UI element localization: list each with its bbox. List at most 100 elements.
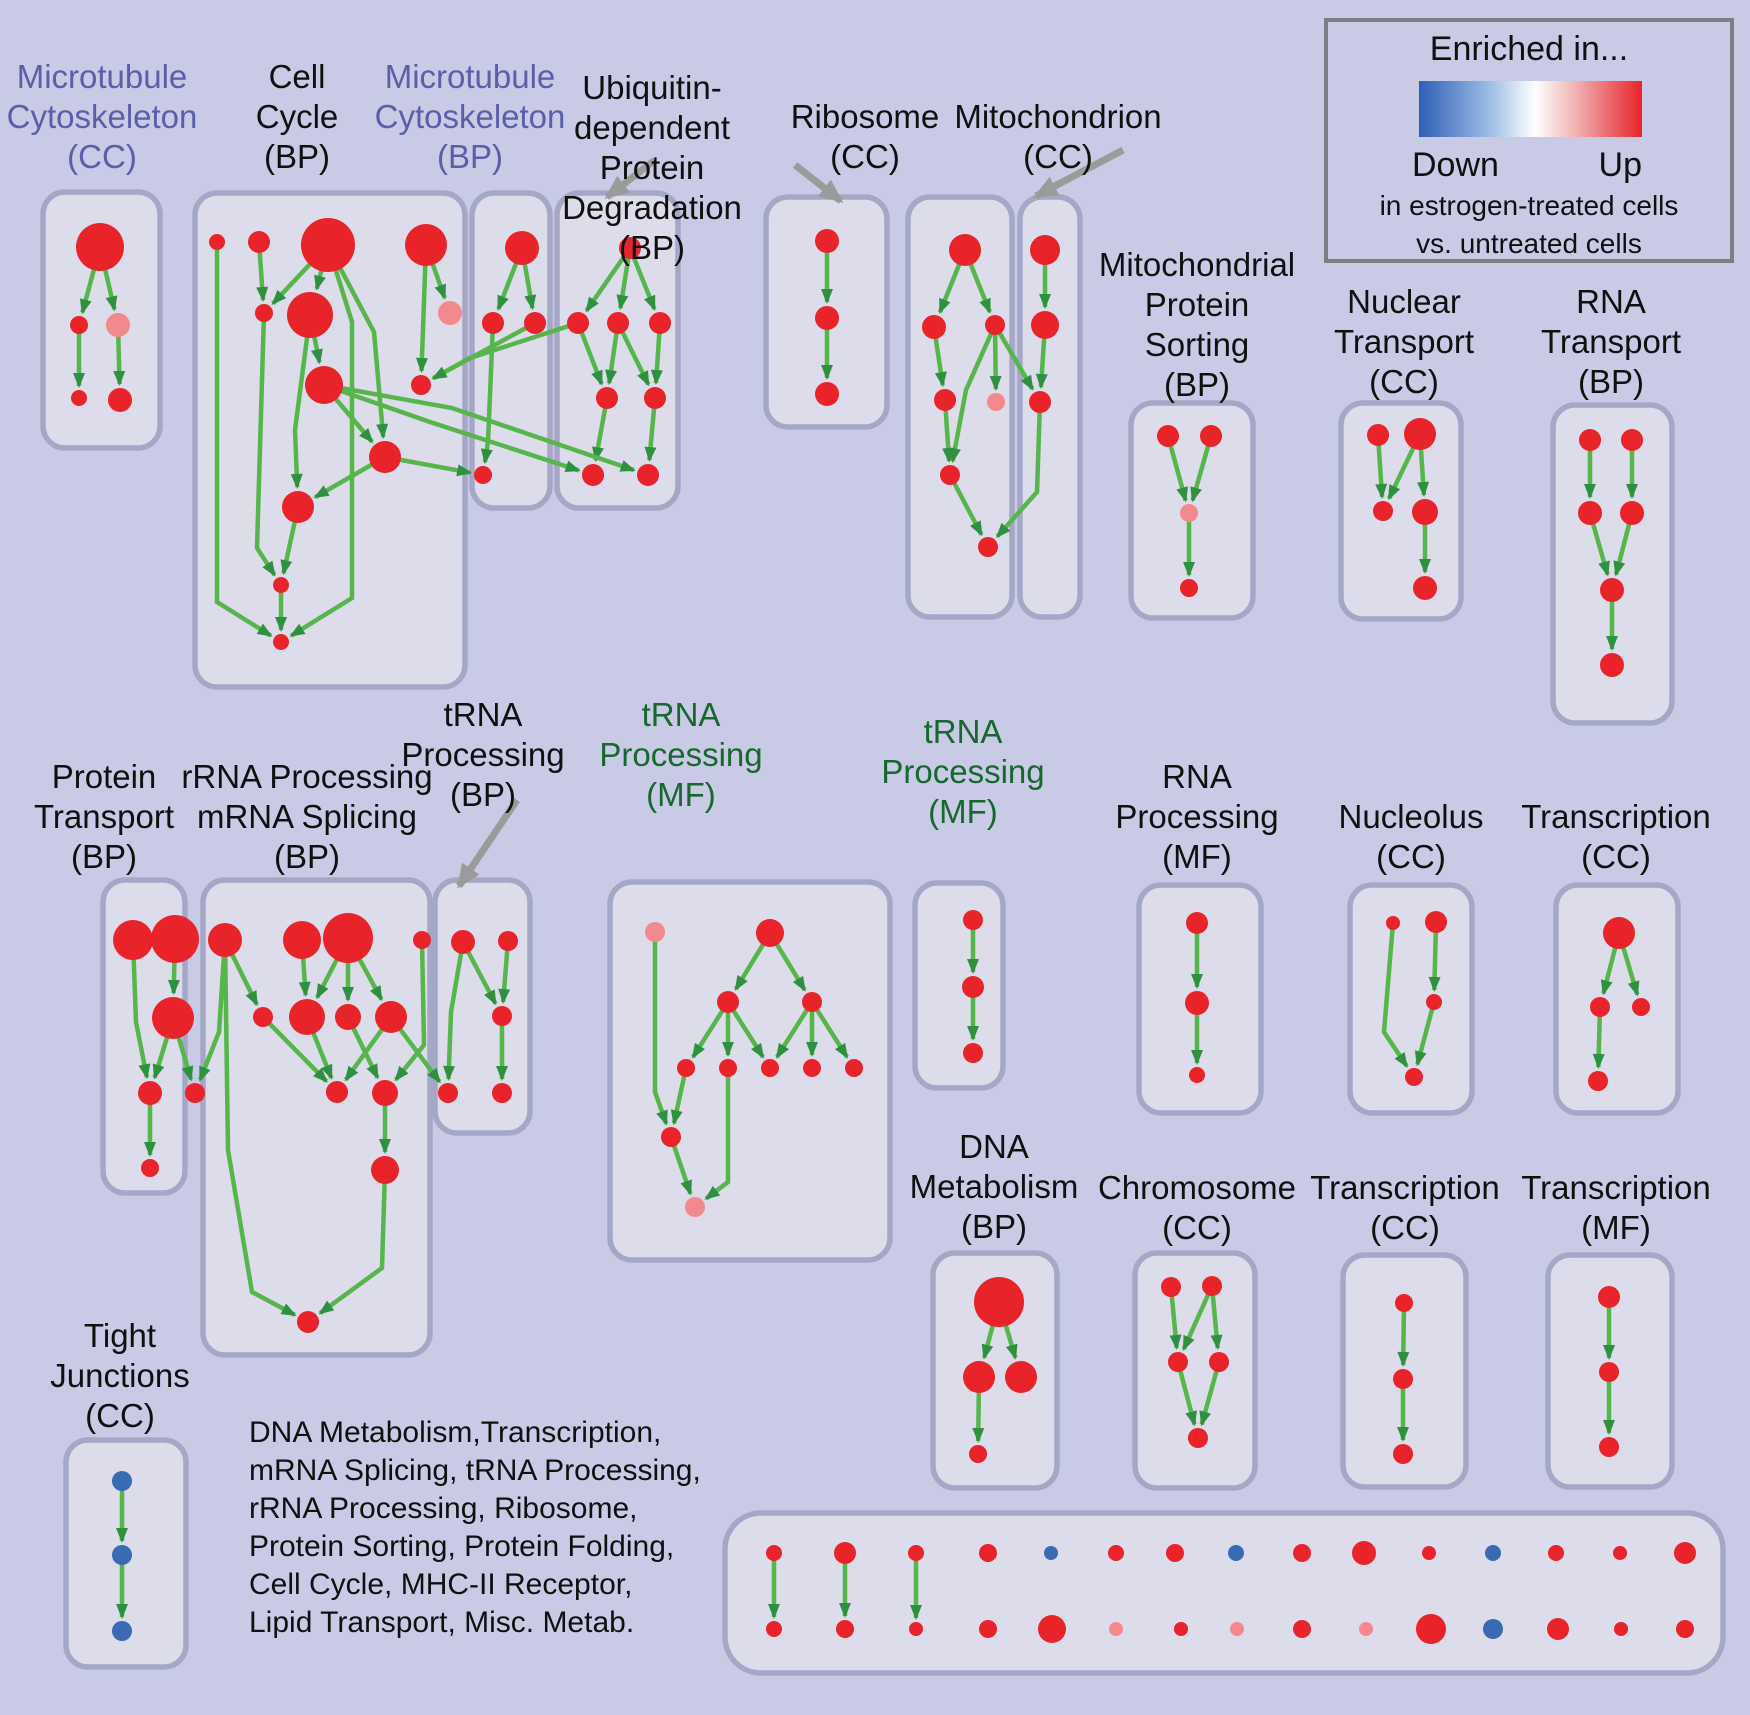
misc-cluster-node-t9: [1293, 1544, 1311, 1562]
dna-metabolism-node-t: [974, 1277, 1024, 1327]
protein-transport-node-p5: [185, 1083, 205, 1103]
nuclear-transport-label: Nuclear Transport (CC): [1334, 283, 1474, 400]
rna-transport-label: RNA Transport (BP): [1541, 283, 1681, 400]
trna-bp-node-t2: [498, 931, 518, 951]
rna-processing-mf-node-c: [1189, 1067, 1205, 1083]
callout-arrow-icon: [456, 798, 520, 889]
edge-arrow: [1414, 1001, 1437, 1067]
dna-metabolism-label: DNA Metabolism (BP): [909, 1128, 1079, 1245]
edge-arrow: [289, 244, 355, 638]
trna-mf-2-node-c: [963, 1043, 983, 1063]
rrna-mrna-node-m: [297, 1311, 319, 1333]
misc-cluster-node-t11: [1422, 1546, 1436, 1560]
misc-cluster-node-b11: [1416, 1614, 1446, 1644]
ribosome-cc-node-ll: [934, 389, 956, 411]
microtubule-cc-label: Microtubule Cytoskeleton (CC): [6, 58, 198, 175]
rrna-mrna-node-e: [253, 1007, 273, 1027]
edge-arrow: [989, 324, 1002, 392]
misc-cluster-node-t5: [1044, 1546, 1058, 1560]
legend-up-label: Up: [1598, 146, 1642, 184]
nuclear-transport-node-b: [1413, 576, 1437, 600]
transcription-cc-1-node-mr: [1632, 998, 1650, 1016]
microtubule-cc-node-a: [76, 223, 124, 271]
rrna-mrna-node-l: [371, 1156, 399, 1184]
tight-junctions-node-b: [112, 1545, 132, 1565]
cell-cycle-node-c9: [411, 375, 431, 395]
nuclear-transport-node-ml: [1373, 501, 1393, 521]
misc-cluster-node-b5: [1038, 1615, 1066, 1643]
dna-metabolism-node-ml: [963, 1361, 995, 1393]
ubiquitin-bp-2-node-b: [815, 306, 839, 330]
chromosome-cc-node-b: [1188, 1428, 1208, 1448]
transcription-mf-node-c: [1599, 1437, 1619, 1457]
microtubule-cc-box: [40, 189, 163, 451]
edge-arrow: [214, 242, 273, 638]
edge-arrow: [948, 473, 984, 537]
trna-bp-node-t4: [438, 1083, 458, 1103]
trna-mf-2-node-b: [962, 976, 984, 998]
mitochondrion-cc-node-l: [1029, 391, 1051, 413]
edge-arrow: [1190, 435, 1214, 503]
edge-arrow: [949, 324, 998, 464]
misc-cluster-node-b3: [909, 1622, 923, 1636]
mito-sorting-node-tl: [1157, 425, 1179, 447]
microtubule-cc-node-c: [106, 313, 130, 337]
nucleolus-cc-node-b: [1405, 1068, 1423, 1086]
transcription-cc-1-box: [1553, 882, 1681, 1116]
trna-bp-label: tRNA Processing (BP): [401, 696, 565, 813]
cell-cycle-node-c4: [405, 224, 447, 266]
rrna-mrna-node-d: [413, 931, 431, 949]
transcription-cc-1-node-ml: [1590, 997, 1610, 1017]
microtubule-bp-node-m3: [524, 312, 546, 334]
trna-mf-1-node-u11: [685, 1197, 705, 1217]
chromosome-cc-label: Chromosome (CC): [1097, 1169, 1297, 1246]
cell-cycle-node-c10: [369, 441, 401, 473]
legend-title: Enriched in...: [1429, 30, 1629, 68]
microtubule-cc-node-b: [70, 316, 88, 334]
microtubule-bp-label: Microtubule Cytoskeleton (BP): [374, 58, 566, 175]
ribosome-cc-node-top: [949, 234, 981, 266]
rrna-mrna-node-j: [372, 1080, 398, 1106]
edge-arrow: [775, 1000, 814, 1059]
cell-cycle-node-c6: [287, 292, 333, 338]
edge-arrow: [668, 1136, 693, 1196]
rna-transport-node-mr: [1620, 501, 1644, 525]
transcription-cc-1-node-t: [1603, 917, 1635, 949]
nuclear-transport-node-tl: [1367, 424, 1389, 446]
rrna-mrna-node-i: [326, 1081, 348, 1103]
chromosome-cc-node-ml: [1168, 1352, 1188, 1372]
trna-mf-1-node-u7: [761, 1059, 779, 1077]
edge-arrow: [323, 382, 581, 473]
misc-cluster-node-t10: [1352, 1541, 1376, 1565]
misc-cluster-node-b1: [766, 1621, 782, 1637]
trna-mf-1-node-u10: [661, 1127, 681, 1147]
ubiquitin-bp-node-mr: [649, 312, 671, 334]
trna-mf-1-node-u1: [645, 922, 665, 942]
protein-transport-node-p3: [152, 997, 194, 1039]
rrna-mrna-node-a: [208, 923, 242, 957]
ubiquitin-bp-node-mc: [607, 312, 629, 334]
edge-arrow: [1592, 1006, 1605, 1070]
nuclear-transport-box: [1338, 400, 1464, 622]
legend-subtitle-1: in estrogen-treated cells: [1379, 190, 1679, 221]
legend-gradient-bar: [1419, 81, 1642, 137]
misc-cluster-node-b13: [1547, 1618, 1569, 1640]
ubiquitin-bp-2-node-c: [815, 382, 839, 406]
misc-cluster-node-t6: [1108, 1545, 1124, 1561]
transcription-cc-2-label: Transcription (CC): [1310, 1169, 1500, 1246]
rrna-mrna-node-c: [323, 913, 373, 963]
edge-arrow: [130, 939, 151, 1080]
edge-arrow: [1428, 921, 1441, 993]
misc-cluster-box: [722, 1510, 1726, 1676]
cell-cycle-label: Cell Cycle (BP): [255, 58, 339, 175]
rrna-mrna-node-h: [375, 1001, 407, 1033]
rna-transport-node-lo: [1600, 578, 1624, 602]
misc-cluster-node-b4: [979, 1620, 997, 1638]
misc-categories-text: DNA Metabolism,Transcription, mRNA Splic…: [249, 1416, 701, 1639]
nuclear-transport-node-mr: [1412, 499, 1438, 525]
cell-cycle-node-c13: [273, 634, 289, 650]
callout-arrow-icon: [604, 157, 658, 200]
trna-mf-2-box: [912, 880, 1006, 1091]
